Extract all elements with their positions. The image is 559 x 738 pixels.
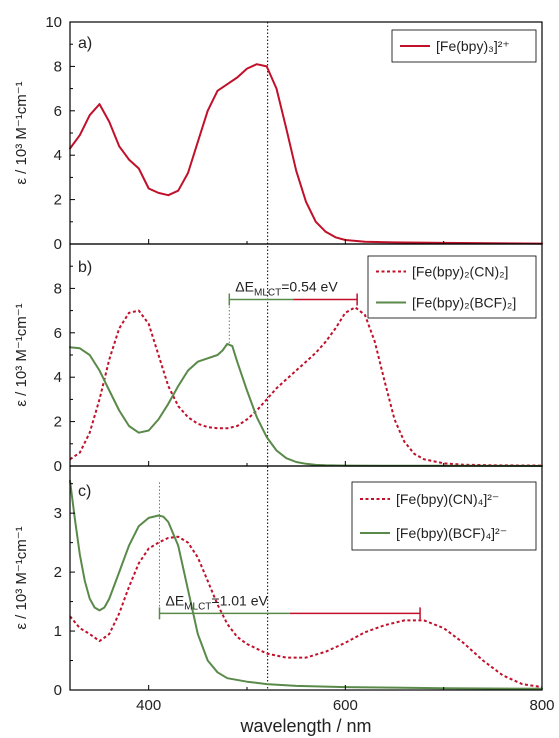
y-tick-label: 8 — [54, 58, 62, 75]
y-tick-label: 0 — [54, 236, 62, 253]
panel-label: c) — [78, 483, 91, 500]
legend-label: [Fe(bpy)₃]²⁺ — [436, 38, 510, 54]
legend-label: [Fe(bpy)(CN)₄]²⁻ — [396, 491, 499, 507]
y-tick-label: 10 — [45, 14, 62, 31]
y-tick-label: 4 — [54, 147, 62, 164]
y-tick-label: 8 — [54, 280, 62, 297]
x-tick-label: 800 — [529, 697, 554, 714]
y-tick-label: 0 — [54, 458, 62, 475]
y-axis-title: ε / 10³ M⁻¹cm⁻¹ — [13, 81, 30, 184]
legend-label: [Fe(bpy)₂(BCF)₂] — [412, 295, 516, 311]
series-line-1-1 — [69, 63, 543, 245]
frame-layer — [69, 21, 543, 691]
panel-frame-3 — [69, 465, 543, 691]
y-tick-label: 3 — [54, 505, 62, 522]
series-line-3-1 — [69, 535, 543, 689]
y-tick-label: 4 — [54, 369, 62, 386]
y-axis-title: ε / 10³ M⁻¹cm⁻¹ — [13, 303, 30, 406]
y-tick-label: 2 — [54, 564, 62, 581]
series-line-2-1 — [69, 306, 543, 467]
legend-box — [367, 255, 537, 319]
y-tick-label: 2 — [54, 414, 62, 431]
series-line-3-2 — [69, 479, 543, 690]
series-line-2-2 — [69, 342, 543, 467]
y-tick-label: 6 — [54, 103, 62, 120]
delta-e-label: ΔEMLCT=1.01 eV — [165, 592, 268, 612]
x-tick-label: 600 — [333, 697, 358, 714]
x-tick-label: 400 — [136, 697, 161, 714]
panel-label: b) — [78, 259, 92, 276]
legend-label: [Fe(bpy)₂(CN)₂] — [412, 264, 508, 280]
panel-label: a) — [78, 35, 92, 52]
y-tick-label: 1 — [54, 623, 62, 640]
legend-label: [Fe(bpy)(BCF)₄]²⁻ — [396, 525, 507, 541]
delta-e-label: ΔEMLCT=0.54 eV — [235, 279, 338, 299]
y-tick-label: 6 — [54, 325, 62, 342]
y-tick-label: 0 — [54, 682, 62, 699]
legend-box — [351, 481, 537, 551]
series-layer — [69, 63, 543, 690]
y-axis-title: ε / 10³ M⁻¹cm⁻¹ — [13, 526, 30, 629]
y-tick-label: 2 — [54, 192, 62, 209]
x-axis-title: wavelength / nm — [239, 716, 371, 736]
